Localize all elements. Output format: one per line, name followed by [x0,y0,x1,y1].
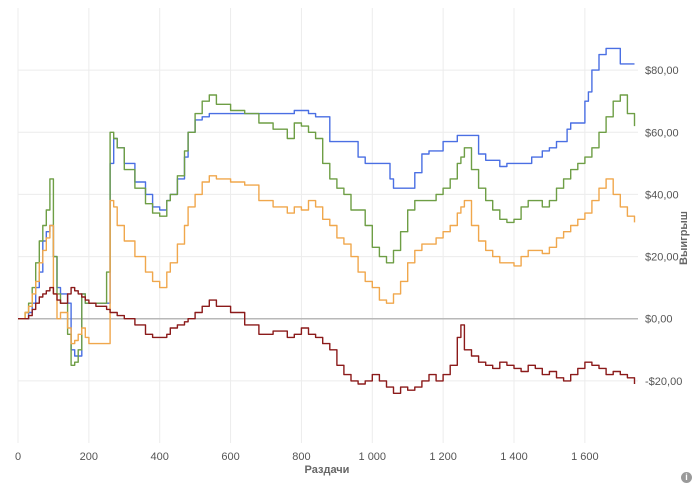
grid [17,8,638,443]
series-line-2 [18,175,636,345]
x-tick-label: 0 [15,451,21,463]
x-tick-label: 800 [292,451,310,463]
y-axis-ticks: $80,00 $60,00 $40,00 $20,00 $0,00 -$20,00 [645,65,682,388]
y-tick-label: $80,00 [645,65,679,77]
y-tick-label: -$20,00 [645,376,682,388]
x-axis-title: Раздачи [305,464,350,476]
x-tick-label: 1 400 [500,451,528,463]
x-tick-label: 1 000 [359,451,387,463]
y-axis-title: Выигрыш [678,211,690,265]
y-tick-label: $40,00 [645,189,679,201]
series-line-3 [18,286,636,394]
x-tick-label: 600 [221,451,239,463]
x-tick-label: 400 [151,451,169,463]
info-icon[interactable]: i [681,472,692,483]
y-tick-label: $20,00 [645,252,679,264]
series-line-1 [18,94,636,366]
x-tick-label: 1 200 [429,451,457,463]
x-axis-ticks: 0 200 400 600 800 1 000 1 200 1 400 1 600 [15,451,599,463]
y-tick-label: $60,00 [645,127,679,139]
y-tick-label: $0,00 [645,314,673,326]
series-lines [18,47,636,394]
x-tick-label: 1 600 [571,451,599,463]
x-tick-label: 200 [80,451,98,463]
